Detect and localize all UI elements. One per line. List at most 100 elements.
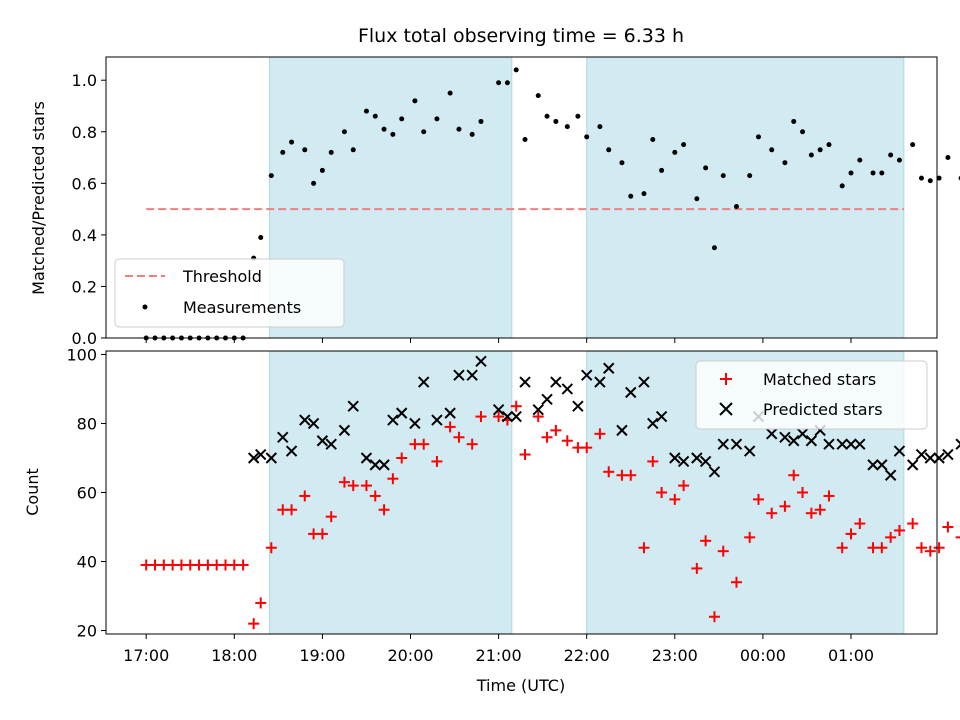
measurement-point (936, 175, 942, 181)
matched-star-point (933, 542, 945, 554)
predicted-star-point (369, 459, 381, 471)
predicted-star-point (669, 452, 681, 464)
matched-star-point (510, 400, 522, 412)
measurement-point (319, 167, 325, 173)
measurement-point (504, 80, 510, 86)
matched-star-point (347, 480, 359, 492)
measurement-point (888, 152, 894, 158)
matched-star-point (325, 511, 337, 523)
matched-star-point (915, 542, 927, 554)
matched-star-point (678, 480, 690, 492)
predicted-star-point (766, 428, 778, 440)
bottom-y-axis-label: Count (23, 468, 42, 516)
x-tick-label: 20:00 (387, 646, 433, 665)
matched-star-point (814, 504, 826, 516)
matched-star-point (378, 504, 390, 516)
predicted-star-point (299, 414, 311, 426)
x-tick-label: 21:00 (476, 646, 522, 665)
predicted-star-point (431, 414, 443, 426)
y-tick-label: 80 (77, 414, 97, 433)
top-x-ticks (145, 338, 852, 343)
measurement-point (694, 196, 700, 202)
matched-star-point (603, 466, 615, 478)
top-axes-frame (105, 56, 938, 339)
matched-star-point (845, 528, 857, 540)
measurement-point (381, 126, 387, 132)
predicted-star-point (347, 400, 359, 412)
predicted-star-point (409, 417, 421, 430)
matched-star-point (708, 611, 720, 623)
measurement-point (372, 113, 378, 119)
measurement-point (597, 124, 603, 130)
predicted-star-point (933, 452, 945, 464)
matched-star-point (541, 431, 553, 443)
measurement-point (350, 147, 356, 153)
matched-star-point (625, 469, 637, 481)
measurement-point (769, 147, 775, 153)
measurement-point (755, 134, 761, 140)
measurement-point (791, 118, 797, 124)
matched-star-point (766, 507, 778, 519)
measurement-point (478, 118, 484, 124)
measurement-point (619, 160, 625, 166)
measurement-point (808, 152, 814, 158)
measurement-point (522, 136, 528, 142)
predicted-star-point (501, 410, 514, 423)
measurement-point (447, 90, 453, 96)
predicted-star-point (625, 386, 637, 399)
top-shaded-regions (269, 56, 905, 339)
matched-star-point (797, 487, 809, 498)
predicted-star-point (942, 448, 954, 461)
matched-star-point (338, 476, 350, 488)
predicted-star-point (395, 407, 408, 419)
predicted-star-point (845, 438, 857, 450)
predicted-star-point (247, 452, 260, 464)
predicted-star-point (906, 459, 919, 471)
y-tick-label: 20 (77, 622, 97, 641)
predicted-star-point (541, 393, 553, 406)
bottom-legend-box (695, 360, 928, 430)
predicted-star-point (854, 438, 866, 450)
legend-measurements-swatch (142, 304, 148, 310)
matched-star-point (876, 542, 888, 554)
measurement-point (456, 126, 462, 132)
matched-stars-points (140, 400, 960, 630)
predicted-star-point (453, 369, 465, 381)
matched-star-point (444, 421, 456, 433)
predicted-star-point (338, 424, 351, 437)
y-tick-label: 100 (66, 345, 97, 364)
predicted-star-point (265, 452, 278, 464)
measurement-point (659, 167, 665, 173)
predicted-star-point (378, 459, 390, 471)
matched-star-point (475, 411, 487, 423)
predicted-star-point (285, 445, 298, 457)
predicted-star-point (532, 403, 544, 416)
measurement-point (711, 245, 717, 251)
y-tick-label: 60 (77, 484, 97, 503)
x-tick-label: 19:00 (299, 646, 345, 665)
y-tick-label: 0.4 (72, 226, 97, 245)
predicted-star-point (823, 438, 835, 450)
predicted-star-point (743, 445, 756, 457)
predicted-star-point (836, 438, 848, 450)
matched-star-point (779, 500, 791, 512)
predicted-star-point (638, 376, 650, 388)
measurement-point (341, 129, 347, 135)
matched-star-point (255, 597, 267, 609)
predicted-star-point (277, 431, 289, 443)
bottom-x-ticks: 17:00 18:00 19:00 20:00 21:00 22:00 23:00 00:00… (123, 634, 874, 665)
measurement-point (302, 147, 308, 153)
predicted-star-point (717, 438, 729, 450)
predicted-star-point (561, 383, 574, 395)
predicted-star-point (572, 400, 584, 412)
predicted-star-point (915, 448, 928, 461)
bottom-y-ticks: 20 40 60 80 100 (66, 345, 106, 641)
measurement-point (553, 118, 559, 124)
matched-star-point (744, 531, 756, 543)
predicted-star-point (603, 362, 615, 374)
top-panel: 0.0 0.2 0.4 0.6 0.8 1.0 Flux total observing … (29, 25, 960, 348)
measurement-point (703, 165, 709, 171)
matched-star-point (717, 545, 729, 557)
measurement-point (289, 139, 295, 145)
